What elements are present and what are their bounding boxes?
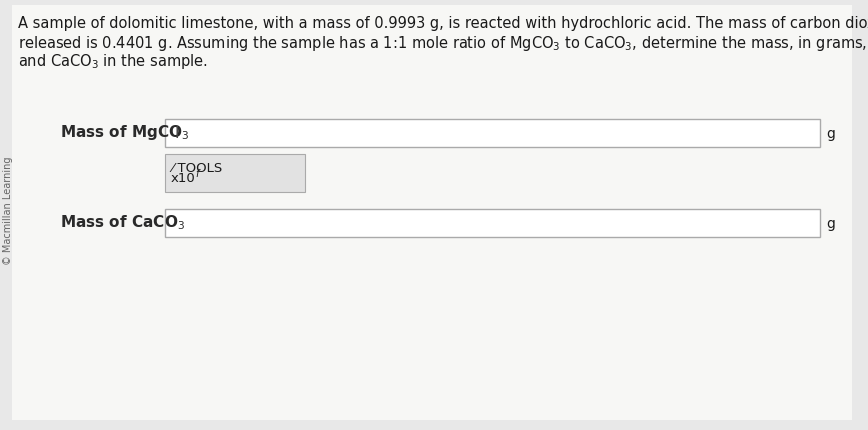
Text: and CaCO$_3$ in the sample.: and CaCO$_3$ in the sample.	[18, 52, 207, 71]
Text: f: f	[195, 169, 199, 178]
FancyBboxPatch shape	[12, 6, 852, 420]
FancyBboxPatch shape	[165, 155, 305, 193]
Text: Mass of CaCO$_3$: Mass of CaCO$_3$	[60, 213, 185, 232]
Text: ⁄ TOOLS: ⁄ TOOLS	[171, 162, 222, 175]
Text: g: g	[826, 127, 835, 141]
Text: g: g	[826, 216, 835, 230]
Text: © Macmillan Learning: © Macmillan Learning	[3, 157, 13, 264]
Text: Mass of MgCO$_3$: Mass of MgCO$_3$	[60, 123, 189, 142]
FancyBboxPatch shape	[165, 120, 820, 147]
Text: I: I	[175, 126, 180, 141]
Text: x10: x10	[171, 172, 196, 184]
Text: A sample of dolomitic limestone, with a mass of 0.9993 g, is reacted with hydroc: A sample of dolomitic limestone, with a …	[18, 16, 868, 31]
Text: released is 0.4401 g. Assuming the sample has a 1:1 mole ratio of MgCO$_3$ to Ca: released is 0.4401 g. Assuming the sampl…	[18, 34, 868, 53]
FancyBboxPatch shape	[165, 209, 820, 237]
